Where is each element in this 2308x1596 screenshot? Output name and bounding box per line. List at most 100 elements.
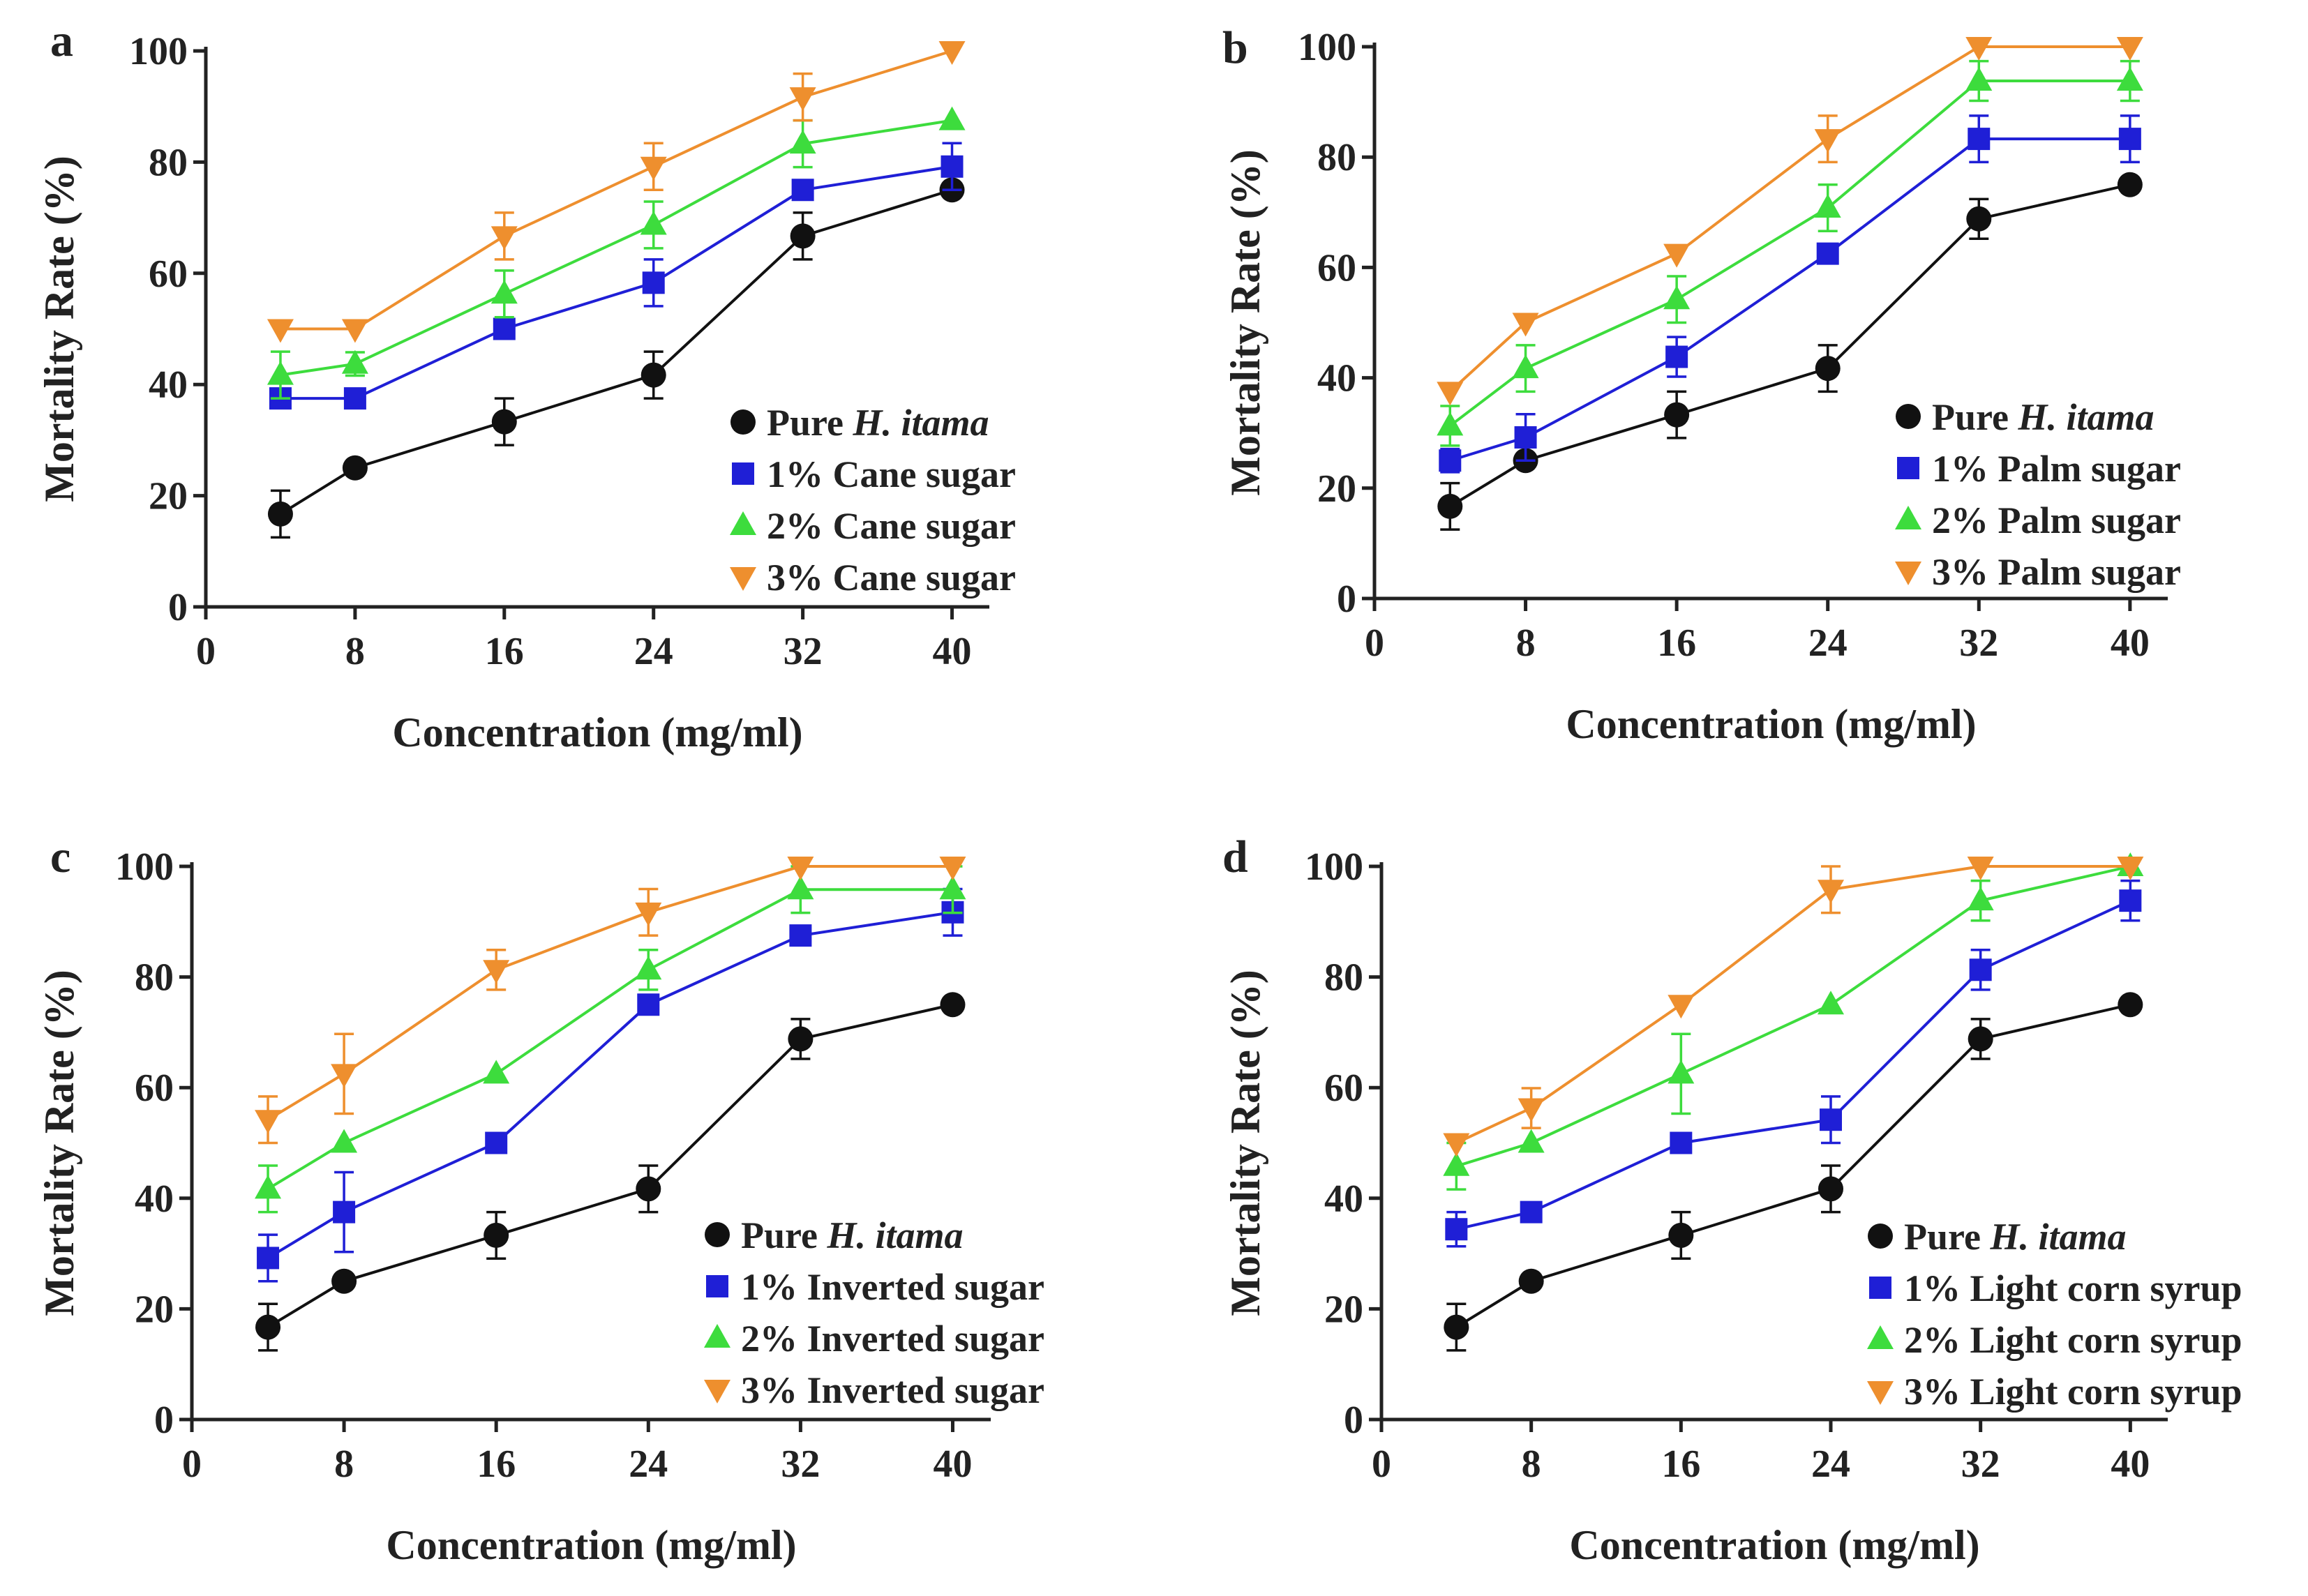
y-tick-label: 20 bbox=[149, 475, 188, 518]
data-point bbox=[1815, 356, 1841, 382]
series-2 bbox=[267, 106, 966, 400]
data-point bbox=[791, 179, 814, 202]
data-point bbox=[257, 1247, 280, 1270]
y-tick-label: 20 bbox=[1317, 467, 1356, 511]
data-point bbox=[1969, 958, 1992, 981]
legend-label: 3% Light corn syrup bbox=[1904, 1371, 2242, 1413]
x-tick-label: 0 bbox=[1365, 622, 1384, 665]
data-point bbox=[1814, 193, 1841, 218]
series-2 bbox=[1437, 59, 2143, 447]
data-point bbox=[1439, 449, 1462, 472]
data-point bbox=[333, 1200, 356, 1224]
data-point bbox=[490, 280, 518, 304]
legend-entry: Pure H. itama bbox=[1896, 396, 2155, 438]
data-point bbox=[1820, 1108, 1842, 1131]
y-tick-label: 60 bbox=[1317, 246, 1356, 289]
legend-entry: 1% Light corn syrup bbox=[1869, 1267, 2242, 1309]
y-tick-label: 60 bbox=[135, 1067, 174, 1110]
legend-entry: 1% Cane sugar bbox=[732, 453, 1016, 495]
series-3 bbox=[267, 41, 966, 343]
legend-label: 1% Palm sugar bbox=[1932, 448, 2181, 490]
y-tick-label: 100 bbox=[1305, 845, 1363, 889]
data-point bbox=[341, 349, 368, 374]
data-point bbox=[1818, 991, 1844, 1015]
data-point bbox=[1664, 402, 1690, 428]
legend-entry: 2% Inverted sugar bbox=[704, 1318, 1044, 1360]
y-tick-label: 0 bbox=[1344, 1399, 1363, 1442]
panel-letter: d bbox=[1222, 831, 1248, 882]
data-point bbox=[483, 1060, 510, 1084]
data-point bbox=[642, 271, 665, 294]
legend-marker bbox=[730, 409, 756, 435]
legend-marker bbox=[730, 511, 756, 535]
data-point bbox=[1437, 493, 1463, 519]
y-tick-label: 60 bbox=[149, 253, 188, 296]
data-point bbox=[637, 993, 660, 1016]
data-point bbox=[938, 106, 966, 130]
legend-label: 2% Palm sugar bbox=[1932, 499, 2181, 541]
legend-marker bbox=[706, 1275, 728, 1297]
series-line bbox=[1449, 137, 2130, 462]
x-tick-label: 32 bbox=[1959, 622, 1998, 665]
data-point bbox=[491, 409, 517, 435]
series-1 bbox=[257, 887, 964, 1283]
series-line bbox=[267, 888, 953, 1191]
y-axis-title: Mortality Rate (%) bbox=[1222, 970, 1268, 1316]
y-tick-label: 40 bbox=[149, 363, 188, 407]
data-point bbox=[2116, 67, 2143, 91]
legend-label: 3% Inverted sugar bbox=[741, 1369, 1044, 1411]
series-3 bbox=[1437, 37, 2143, 406]
y-axis-title: Mortality Rate (%) bbox=[1222, 149, 1268, 495]
data-point bbox=[1663, 285, 1691, 310]
data-point bbox=[331, 1129, 358, 1153]
series-line bbox=[280, 50, 953, 331]
legend-entry: 3% Cane sugar bbox=[730, 557, 1016, 598]
y-tick-label: 20 bbox=[135, 1288, 174, 1331]
data-point bbox=[787, 857, 814, 880]
data-point bbox=[1968, 1026, 1993, 1052]
legend-entry: 3% Light corn syrup bbox=[1867, 1371, 2242, 1413]
x-tick-label: 40 bbox=[933, 630, 972, 673]
data-point bbox=[1663, 243, 1691, 268]
panel-letter: b bbox=[1222, 22, 1248, 73]
legend-entry: 2% Palm sugar bbox=[1895, 499, 2181, 541]
data-point bbox=[1668, 995, 1695, 1019]
data-point bbox=[255, 1314, 281, 1340]
series-0 bbox=[267, 177, 965, 539]
legend-marker bbox=[1868, 1224, 1893, 1249]
data-point bbox=[2119, 889, 2142, 912]
series-0 bbox=[1437, 172, 2143, 531]
data-point bbox=[1518, 1129, 1545, 1153]
data-point bbox=[1670, 1131, 1693, 1154]
legend-entry: 3% Palm sugar bbox=[1895, 551, 2181, 593]
data-point bbox=[1818, 880, 1844, 904]
data-point bbox=[635, 956, 662, 980]
legend-label: Pure H. itama bbox=[767, 402, 989, 444]
legend-label: 1% Cane sugar bbox=[767, 453, 1016, 495]
series-line bbox=[267, 910, 953, 1260]
x-tick-label: 40 bbox=[2111, 1443, 2150, 1486]
data-point bbox=[1966, 206, 1992, 232]
data-point bbox=[342, 455, 368, 481]
chart-panel-a: a 0 20 40 60 80 100 0 8 16 24 32 40 Concentration (mg… bbox=[36, 15, 1016, 755]
x-tick-label: 0 bbox=[196, 630, 216, 673]
data-point bbox=[1437, 382, 1464, 406]
legend-marker bbox=[705, 1222, 730, 1247]
panel-letter: a bbox=[50, 15, 73, 66]
x-tick-label: 40 bbox=[933, 1443, 972, 1486]
series-0 bbox=[1444, 992, 2143, 1352]
legend-label: Pure H. itama bbox=[1932, 396, 2155, 438]
x-tick-label: 16 bbox=[1661, 1443, 1700, 1486]
data-point bbox=[490, 226, 518, 250]
y-tick-label: 80 bbox=[1317, 136, 1356, 179]
data-point bbox=[331, 1064, 358, 1088]
legend-marker bbox=[1869, 1277, 1891, 1299]
series-3 bbox=[1443, 857, 2144, 1157]
legend-label: 2% Cane sugar bbox=[767, 505, 1016, 547]
legend-entry: Pure H. itama bbox=[1868, 1216, 2127, 1258]
data-point bbox=[789, 130, 816, 154]
legend-marker bbox=[1895, 562, 1921, 585]
x-axis-title: Concentration (mg/ml) bbox=[392, 709, 802, 755]
data-point bbox=[1518, 1268, 1544, 1294]
